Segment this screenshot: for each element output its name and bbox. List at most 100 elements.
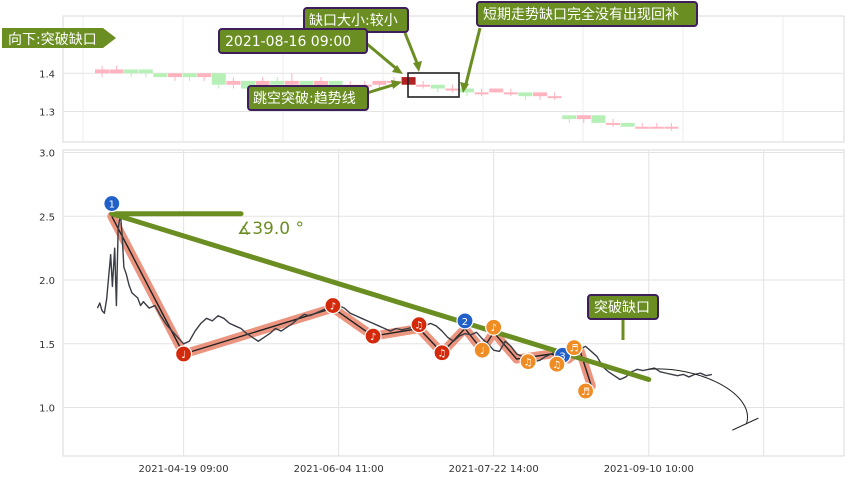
candle-body [474,92,489,95]
candle-body [460,88,474,93]
price-y-tick-label: 2.0 [39,276,55,287]
wave-marker-label: ♪ [491,323,497,334]
candle-body [591,115,606,123]
gap-fill-arrowhead [460,82,469,93]
price-line [96,213,713,381]
wave-marker-label: ♩ [181,350,186,361]
candle-body [153,73,168,78]
forecast-arc-path [648,368,749,425]
wave-marker-label: ♫ [415,321,424,332]
candle-body [314,80,328,89]
candle-body [518,92,533,97]
price-y-tick-label: 2.5 [39,212,55,223]
wave-marker-label: ♫ [552,360,561,371]
wave-marker-blue [456,312,474,330]
price-y-ticks: 1.0 1.5 2.0 2.5 3.0 [39,149,55,415]
candle-body [328,80,343,89]
price-y-tick-label: 1.5 [39,340,55,351]
gap-size-arrowhead [413,61,422,72]
candlestick-plot-area [62,15,845,143]
candle-body [664,126,679,129]
candle-body [138,69,153,74]
wave-marker-label: ♫ [524,358,533,369]
corner-label-arrow [2,28,116,48]
candle-body [124,69,139,74]
candle-body [241,80,255,89]
price-panel: 1.0 1.5 2.0 2.5 3.0 2021-04-19 09:00 2021-06-… [39,149,845,475]
candle-body [372,80,387,85]
wave-marker-label: ♬ [570,344,579,355]
candle-body [649,126,664,129]
forecast-arc [648,368,759,431]
candle-body [606,122,620,125]
candle-body [109,69,124,74]
candle-body [270,80,285,85]
candle-body [562,115,577,120]
price-line-layer [96,213,713,381]
candle-body [197,73,212,78]
wave-marker-orange [576,382,595,400]
price-x-tick-label: 2021-06-04 11:00 [294,464,384,475]
date-box [218,28,368,54]
wave-marker-red [174,345,193,363]
forecast-arc-tick [732,417,759,431]
candle-body [226,80,241,85]
wave-marker-red [410,316,428,334]
candle-body [430,84,445,89]
jump-type-arrowhead [391,80,402,89]
price-x-tick-label: 2021-07-22 14:00 [449,464,539,475]
wave-marker-label: ♪ [330,302,336,313]
candle-body [168,73,182,78]
jump-type-box [247,85,369,111]
candle-body [489,88,504,93]
price-plot-area [62,149,845,457]
wave-markers: 1 2 3 ♩ ♪ ♪ ♫ ♫ ♩ ♪ ♫ ♫ ♬ ♬ [103,194,595,400]
candlestick-y-ticks: 1.3 1.4 [39,69,55,118]
top-y-tick-label: 1.4 [39,69,55,80]
candle-body [284,80,299,85]
price-y-tick-label: 1.0 [39,404,55,415]
wave-marker-label: 1 [109,200,115,211]
trend-angle-label: ∡39.0 ° [237,219,304,239]
date-arrow [366,42,399,72]
candlestick-panel: 1.3 1.4 [39,15,845,143]
price-y-tick-label: 3.0 [39,149,55,160]
candle-body [576,115,591,120]
gap-size-text: 缺口大小:较小 [309,13,398,29]
date-text: 2021-08-16 09:00 [225,34,351,50]
wave-marker-label: ♪ [370,332,376,343]
price-x-tick-label: 2021-04-19 09:00 [139,464,229,475]
wave-marker-red [324,296,342,315]
candle-body [416,84,431,87]
candle-body [547,96,562,99]
candle-body [533,92,547,97]
wave-marker-orange [473,341,491,359]
candle-body [620,122,635,127]
wave-marker-label: ♩ [480,346,485,357]
price-x-tick-label: 2021-09-10 10:00 [604,464,694,475]
candle-body [635,126,650,129]
wave-marker-label: 2 [462,317,468,328]
gap-fill-box [476,1,698,27]
wave-marker-orange [519,353,537,371]
gap-fill-arrow [463,27,482,89]
annotations: 向下:突破缺口 缺口大小:较小 短期走势缺口完全没有出现回补 2021-08-1… [2,1,698,340]
candle-body [211,73,226,85]
candle-body [255,80,270,89]
gap-highlight-box [407,72,460,98]
date-arrowhead [392,65,403,74]
wave-marker-label: ♫ [438,349,447,360]
gap-size-arrow [403,32,421,69]
callout-box [587,294,659,320]
candle-body [95,69,109,74]
gap-fill-text: 短期走势缺口完全没有出现回补 [483,6,679,23]
candle-body [182,73,197,78]
wave-marker-label: ♬ [581,387,590,398]
wave-marker-orange [565,339,583,357]
jump-type-arrow [366,82,397,95]
top-y-tick-label: 1.3 [39,107,55,118]
price-x-ticks: 2021-04-19 09:00 2021-06-04 11:00 2021-07-… [139,464,694,475]
wave-marker-red [433,344,451,362]
candle-body [299,80,314,89]
